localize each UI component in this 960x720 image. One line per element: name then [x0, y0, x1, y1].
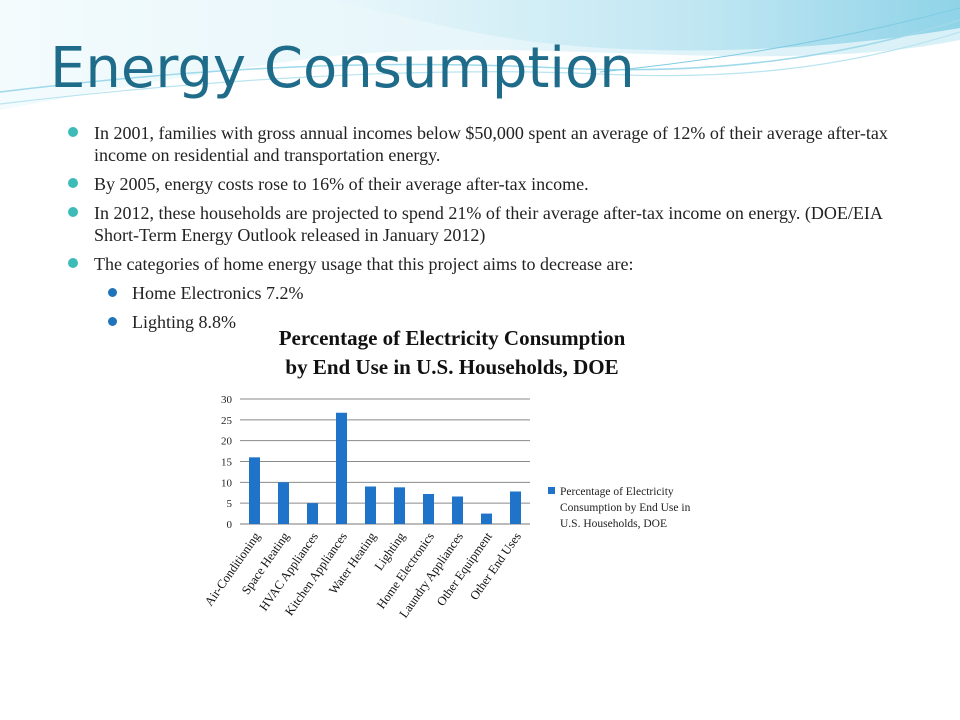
bullet-dot-icon: [68, 258, 78, 268]
bullet-dot-icon: [68, 207, 78, 217]
y-tick-label: 30: [221, 394, 233, 406]
sub-bullet-dot-icon: [108, 317, 117, 326]
bar-air-conditioning: [249, 457, 260, 524]
bullet-dot-icon: [68, 127, 78, 137]
bullet-text: The categories of home energy usage that…: [94, 254, 634, 274]
bar-hvac-appliances: [307, 503, 318, 524]
bullet-item: The categories of home energy usage that…: [68, 253, 918, 275]
chart-title-line-2: by End Use in U.S. Households, DOE: [285, 355, 618, 379]
bullet-list: In 2001, families with gross annual inco…: [68, 122, 918, 340]
bullet-text: In 2012, these households are projected …: [94, 203, 882, 245]
chart: Percentage of Electricity Consumption by…: [180, 325, 740, 715]
y-axis-ticks: 0 5 10 15 20 25 30: [221, 394, 233, 531]
sub-bullet-item: Home Electronics 7.2%: [108, 282, 918, 304]
legend-swatch: [548, 487, 555, 494]
bar-kitchen-appliances: [336, 412, 347, 524]
y-tick-label: 10: [221, 477, 233, 489]
legend-label-line-1: Percentage of Electricity: [560, 486, 674, 498]
bullet-item: By 2005, energy costs rose to 16% of the…: [68, 173, 918, 195]
sub-bullet-item: Lighting 8.8%: [108, 311, 918, 333]
slide-title: Energy Consumption: [50, 36, 635, 101]
bar-chart-svg: Percentage of Electricity Consumption by…: [202, 326, 691, 620]
bar-lighting: [394, 487, 405, 524]
bar-home-electronics: [423, 494, 434, 524]
bar-laundry-appliances: [452, 496, 463, 524]
y-tick-label: 5: [227, 498, 233, 510]
chart-title-line-1: Percentage of Electricity Consumption: [279, 326, 626, 350]
header-wave-decoration: [0, 0, 960, 110]
sub-bullet-text: Lighting 8.8%: [132, 312, 236, 332]
y-tick-label: 0: [227, 519, 233, 531]
legend-label-line-2: Consumption by End Use in: [560, 502, 691, 514]
bullet-text: In 2001, families with gross annual inco…: [94, 123, 888, 165]
bullet-dot-icon: [68, 178, 78, 188]
bar-other-end-uses: [510, 491, 521, 524]
chart-gridlines: [240, 398, 530, 525]
y-tick-label: 20: [221, 436, 233, 448]
bar-other-equipment: [481, 513, 492, 524]
chart-bars: [249, 412, 521, 524]
y-tick-label: 15: [221, 457, 233, 469]
y-tick-label: 25: [221, 415, 233, 427]
chart-legend: Percentage of Electricity Consumption by…: [548, 486, 691, 530]
bullet-text: By 2005, energy costs rose to 16% of the…: [94, 174, 589, 194]
sub-bullet-text: Home Electronics 7.2%: [132, 283, 304, 303]
sub-bullet-dot-icon: [108, 288, 117, 297]
legend-label-line-3: U.S. Households, DOE: [560, 518, 667, 530]
bar-water-heating: [365, 486, 376, 524]
bullet-item: In 2012, these households are projected …: [68, 202, 918, 246]
bar-space-heating: [278, 482, 289, 524]
bullet-item: In 2001, families with gross annual inco…: [68, 122, 918, 166]
